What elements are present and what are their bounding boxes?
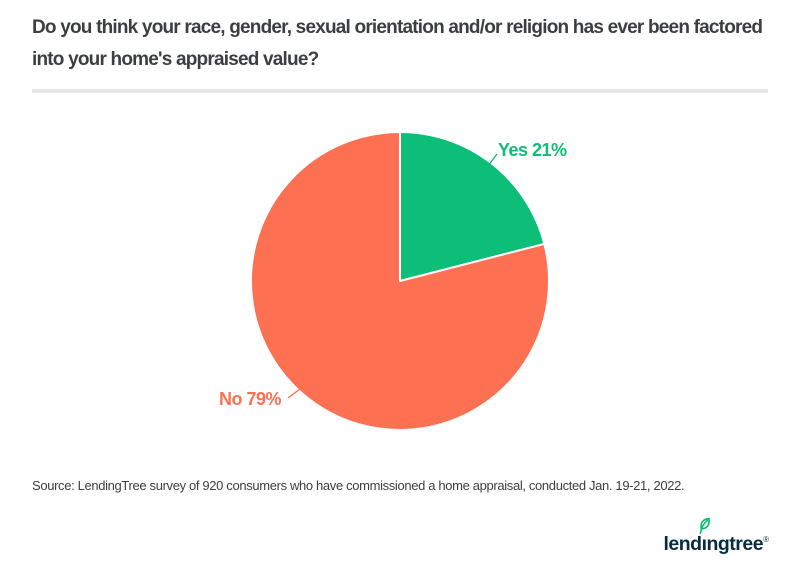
pie-slice-yes[interactable]	[399, 131, 546, 282]
logo-text: lendıngtree®	[663, 517, 769, 555]
chart-question-title: Do you think your race, gender, sexual o…	[32, 17, 763, 70]
pie-slice-no[interactable]	[250, 131, 550, 431]
yes-slice-label: Yes 21%	[498, 140, 567, 160]
title-divider	[32, 89, 768, 93]
registered-trademark: ®	[763, 535, 769, 544]
no-slice-label: No 79%	[219, 389, 282, 409]
logo-text-prefix: lend	[663, 533, 702, 555]
logo-text-suffix: ngtree	[706, 533, 764, 555]
logo-text-dotless-i: ı	[701, 533, 707, 555]
pie-chart-area	[230, 105, 570, 445]
leaf-icon	[700, 517, 711, 534]
yes-callout-line	[484, 153, 498, 171]
lendingtree-logo: lendıngtree®	[663, 517, 769, 555]
pie-chart-svg	[250, 131, 550, 431]
pie-slices	[250, 131, 550, 431]
source-note: Source: LendingTree survey of 920 consum…	[32, 478, 685, 493]
no-callout-line	[287, 388, 313, 400]
